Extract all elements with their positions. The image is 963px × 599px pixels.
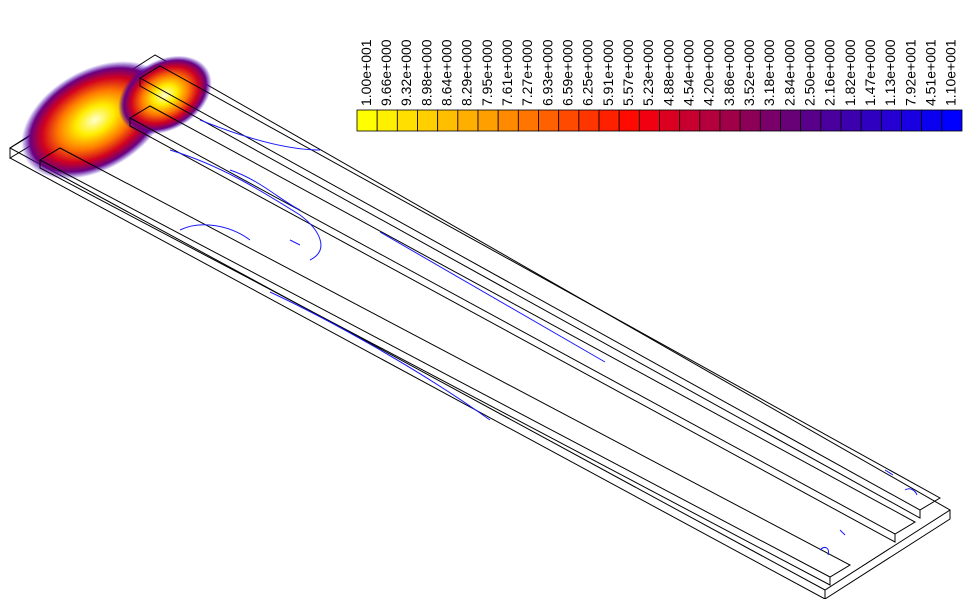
legend-label: 4.88e+000: [660, 39, 676, 106]
legend-label: 4.54e+000: [680, 39, 696, 106]
rib: [38, 147, 852, 578]
legend-label: 8.29e+000: [459, 39, 475, 106]
color-swatch: [457, 109, 479, 132]
contours: [169, 119, 918, 556]
legend-label: 9.66e+000: [378, 39, 394, 106]
color-swatch: [417, 109, 439, 132]
legend-label: 3.86e+000: [721, 39, 737, 106]
legend-label: 2.16e+000: [822, 39, 838, 106]
color-legend: 1.00e+001 9.66e+000 9.32e+000 8.98e+000 8.64…: [356, 39, 963, 132]
rib: [138, 65, 942, 511]
color-swatch: [699, 109, 721, 132]
ribs: [38, 65, 942, 586]
contour-line: [269, 291, 491, 421]
legend-label: 6.93e+000: [539, 39, 555, 106]
color-swatch: [840, 109, 862, 132]
legend-label: 7.95e+000: [479, 39, 495, 106]
legend-label: 6.59e+000: [559, 39, 575, 106]
color-swatch: [356, 109, 378, 132]
legend-label: 5.57e+000: [620, 39, 636, 106]
legend-label: 1.13e+000: [882, 39, 898, 106]
color-swatch: [659, 109, 681, 132]
legend-label: 8.64e+000: [438, 39, 454, 106]
legend-label: 5.23e+000: [640, 39, 656, 106]
color-swatch: [497, 109, 519, 132]
rib-side: [139, 78, 921, 519]
color-swatch: [396, 109, 418, 132]
rib-side: [129, 118, 896, 543]
color-swatch: [679, 109, 701, 132]
color-swatch: [739, 109, 761, 132]
heat-zone: [21, 55, 212, 179]
rib-side: [39, 160, 831, 586]
color-swatch: [820, 109, 842, 132]
color-swatch: [437, 109, 459, 132]
color-swatch: [719, 109, 741, 132]
color-swatch: [558, 109, 580, 132]
legend-label: 6.25e+000: [580, 39, 596, 106]
color-swatch: [578, 109, 600, 132]
legend-label: 4.51e+001: [922, 39, 938, 106]
contour-line: [199, 119, 321, 211]
color-swatch: [598, 109, 620, 132]
legend-label: 1.10e+001: [943, 39, 959, 106]
color-swatch: [618, 109, 640, 132]
legend-label: 9.32e+000: [398, 39, 414, 106]
color-swatch: [376, 109, 398, 132]
color-swatch: [477, 109, 499, 132]
legend-label: 8.98e+000: [418, 39, 434, 106]
contour-line: [179, 224, 301, 246]
hot-spot: [118, 55, 212, 135]
legend-label: 2.50e+000: [801, 39, 817, 106]
contour-line: [819, 469, 918, 556]
color-swatch: [638, 109, 660, 132]
slab-front: [9, 148, 826, 599]
contour-line: [169, 149, 322, 261]
legend-label: 5.91e+000: [600, 39, 616, 106]
legend-label: 7.92e+001: [902, 39, 918, 106]
legend-label: 3.18e+000: [761, 39, 777, 106]
slab-side: [824, 510, 951, 599]
color-swatch: [880, 109, 902, 132]
legend-label: 1.00e+001: [358, 39, 374, 106]
color-swatch: [800, 109, 822, 132]
color-swatch: [780, 109, 802, 132]
legend-label: 4.20e+000: [701, 39, 717, 106]
color-swatch: [941, 109, 963, 132]
legend-label: 1.82e+000: [842, 39, 858, 106]
color-swatch: [759, 109, 781, 132]
legend-label: 7.27e+000: [519, 39, 535, 106]
contour-line: [379, 231, 606, 363]
rib: [128, 105, 917, 535]
legend-label: 1.47e+000: [862, 39, 878, 106]
color-swatch: [538, 109, 560, 132]
legend-label: 7.61e+000: [499, 39, 515, 106]
color-swatch: [901, 109, 923, 132]
legend-label: 3.52e+000: [741, 39, 757, 106]
color-swatch: [517, 109, 539, 132]
color-swatch: [860, 109, 882, 132]
legend-label: 2.84e+000: [781, 39, 797, 106]
color-swatch: [921, 109, 943, 132]
